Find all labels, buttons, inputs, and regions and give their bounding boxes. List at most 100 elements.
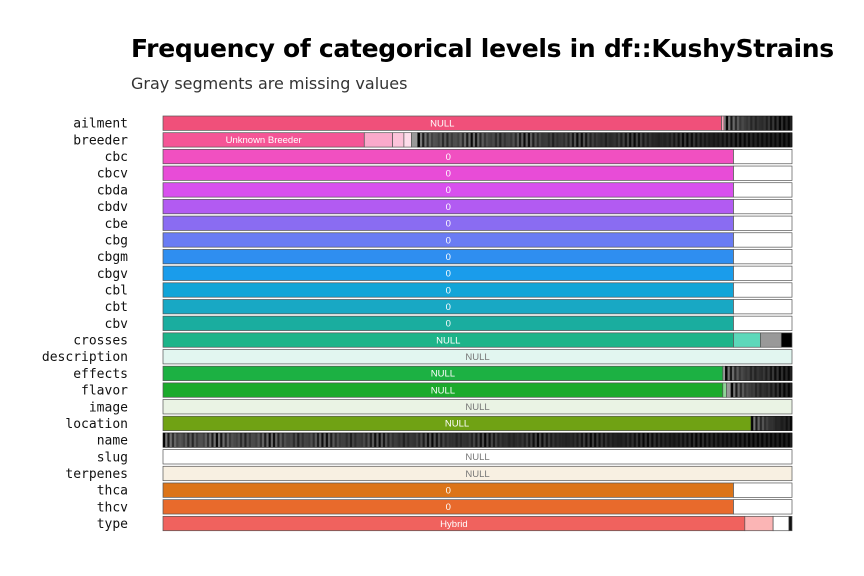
segment-sliver bbox=[200, 432, 203, 448]
segment-sliver bbox=[666, 432, 670, 448]
segment-sliver bbox=[763, 366, 766, 381]
segment-sliver bbox=[569, 432, 573, 448]
segment-sliver bbox=[503, 432, 507, 448]
segment-sliver bbox=[765, 132, 769, 148]
segment-sliver bbox=[499, 132, 502, 148]
segment-sliver bbox=[272, 432, 276, 448]
segment-sliver bbox=[486, 432, 489, 448]
segment-sliver bbox=[512, 432, 516, 448]
segment-sliver bbox=[662, 132, 665, 148]
segment-sliver bbox=[747, 132, 751, 148]
row-label-cbe: cbe bbox=[105, 217, 129, 232]
segment-sliver bbox=[444, 132, 447, 148]
segment-label-breeder: Unknown Breeder bbox=[226, 135, 302, 146]
segment-sliver bbox=[259, 432, 263, 448]
segment-sliver bbox=[455, 432, 459, 448]
segment-sliver bbox=[435, 432, 439, 448]
segment-sliver bbox=[732, 432, 736, 448]
segment-sliver bbox=[479, 432, 483, 448]
segment-sliver bbox=[585, 432, 588, 448]
segment-sliver bbox=[501, 132, 504, 148]
segment-sliver bbox=[745, 432, 749, 448]
segment-sliver bbox=[572, 432, 575, 448]
segment-sliver bbox=[624, 132, 628, 148]
segment-sliver bbox=[571, 132, 575, 148]
row-label-cbdv: cbdv bbox=[97, 200, 128, 215]
segment-sliver bbox=[323, 432, 327, 448]
segment-sliver bbox=[288, 432, 291, 448]
segment-sliver bbox=[710, 432, 714, 448]
segment-sliver bbox=[704, 432, 707, 448]
chart-row-ailment: ailment NULL bbox=[73, 115, 793, 132]
segment-label-ailment: NULL bbox=[430, 119, 454, 130]
row-label-cbcv: cbcv bbox=[97, 167, 128, 182]
chart-row-cbe: cbe 0 bbox=[105, 215, 793, 232]
segment-sliver bbox=[646, 432, 650, 448]
segment-sliver bbox=[781, 382, 784, 398]
segment-outline bbox=[725, 365, 793, 381]
segment-sliver bbox=[233, 432, 236, 448]
segment-sliver bbox=[563, 432, 566, 448]
segment-thca-1 bbox=[733, 482, 793, 498]
segment-sliver bbox=[737, 432, 740, 448]
segment-sliver bbox=[730, 116, 733, 131]
segment-sliver bbox=[169, 432, 173, 448]
segment-sliver bbox=[545, 432, 549, 448]
segment-sliver bbox=[452, 132, 456, 148]
row-label-cbgm: cbgm bbox=[97, 250, 128, 265]
chart-title: Frequency of categorical levels in df::K… bbox=[131, 34, 834, 63]
segment-sliver bbox=[765, 116, 769, 131]
segment-sliver bbox=[646, 132, 650, 148]
segment-sliver bbox=[767, 132, 771, 148]
segment-sliver bbox=[679, 132, 683, 148]
segment-sliver bbox=[772, 116, 775, 131]
segment-sliver bbox=[433, 432, 437, 448]
segment-sliver bbox=[697, 432, 700, 448]
segment-breeder-4 bbox=[411, 132, 419, 148]
segment-sliver bbox=[286, 432, 289, 448]
segment-sliver bbox=[463, 132, 467, 148]
segment-sliver bbox=[341, 432, 344, 448]
segment-sliver bbox=[684, 432, 687, 448]
segment-sliver bbox=[527, 132, 531, 148]
segment-sliver bbox=[382, 432, 386, 448]
segment-sliver bbox=[589, 132, 592, 148]
segment-sliver bbox=[789, 416, 793, 431]
segment-cbgv-1 bbox=[733, 265, 793, 281]
segment-sliver bbox=[231, 432, 234, 448]
segment-sliver bbox=[596, 132, 599, 148]
segment-sliver bbox=[670, 132, 674, 148]
segment-sliver bbox=[530, 132, 533, 148]
segment-sliver bbox=[477, 132, 480, 148]
segment-sliver bbox=[785, 366, 788, 381]
segment-sliver bbox=[664, 432, 667, 448]
segment-sliver bbox=[739, 382, 743, 398]
segment-sliver bbox=[488, 432, 491, 448]
segment-sliver bbox=[607, 132, 610, 148]
chart-row-thcv: thcv 0 bbox=[97, 499, 793, 515]
row-label-image: image bbox=[89, 400, 128, 415]
segment-sliver bbox=[766, 416, 769, 431]
segment-sliver bbox=[693, 432, 696, 448]
segment-sliver bbox=[771, 366, 775, 381]
segment-sliver bbox=[772, 132, 775, 148]
segment-sliver bbox=[767, 366, 771, 381]
segment-sliver bbox=[589, 432, 593, 448]
segment-sliver bbox=[611, 432, 615, 448]
segment-sliver bbox=[536, 432, 540, 448]
segment-sliver bbox=[457, 432, 461, 448]
segment-breeder-3 bbox=[403, 132, 412, 148]
row-label-location: location bbox=[65, 417, 128, 432]
segment-sliver bbox=[728, 116, 731, 131]
segment-sliver bbox=[787, 116, 791, 131]
segment-sliver bbox=[743, 116, 747, 131]
segment-sliver bbox=[629, 132, 632, 148]
segment-sliver bbox=[750, 432, 753, 448]
segment-crosses-1 bbox=[733, 332, 761, 348]
segment-sliver bbox=[437, 432, 441, 448]
segment-sliver bbox=[497, 432, 500, 448]
segment-sliver bbox=[688, 132, 692, 148]
segment-sliver bbox=[472, 132, 476, 148]
segment-sliver bbox=[657, 432, 661, 448]
